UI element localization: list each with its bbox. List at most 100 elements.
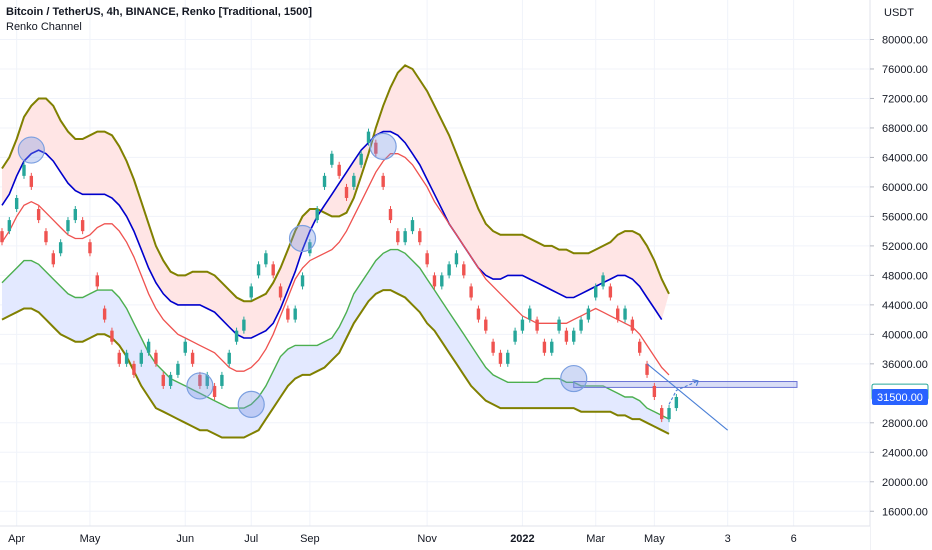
- renko-brick: [579, 319, 583, 331]
- renko-brick: [80, 220, 85, 232]
- price-tick-label: 28000.00: [882, 418, 928, 430]
- renko-brick: [102, 308, 107, 320]
- renko-brick: [124, 352, 129, 364]
- renko-brick: [7, 220, 12, 232]
- renko-brick: [227, 352, 231, 364]
- chart-legend: Bitcoin / TetherUS, 4h, BINANCE, Renko […: [6, 5, 312, 35]
- renko-brick: [586, 308, 591, 320]
- price-axis[interactable]: USDT 80000.00 76000.00 72000.00 68000.00 640…: [869, 0, 932, 550]
- time-tick-label: Apr: [8, 533, 25, 545]
- renko-brick: [557, 319, 561, 331]
- price-axis-unit: USDT: [884, 7, 914, 19]
- lower-band-fill: [2, 249, 669, 438]
- price-tick-label: 44000.00: [882, 300, 928, 312]
- renko-brick: [506, 352, 510, 364]
- time-tick-label: Mar: [586, 533, 605, 545]
- renko-brick: [594, 286, 598, 298]
- upper-band-line: [1, 64, 670, 303]
- renko-brick: [264, 253, 268, 265]
- renko-brick: [29, 175, 34, 187]
- renko-brick: [572, 330, 576, 342]
- renko-brick: [73, 209, 77, 221]
- renko-brick: [330, 153, 334, 165]
- renko-brick: [550, 341, 554, 353]
- time-tick-label: May: [644, 533, 665, 545]
- renko-brick: [14, 197, 19, 210]
- time-tick-label: Sep: [300, 533, 320, 545]
- price-tick-label: 40000.00: [882, 329, 928, 341]
- renko-brick: [352, 175, 356, 187]
- renko-brick: [469, 286, 473, 298]
- renko-brick: [0, 231, 4, 243]
- time-tick-label: 2022: [510, 533, 534, 545]
- projection-path: [668, 380, 699, 405]
- support-zone-rect: [573, 381, 798, 388]
- indicator-name[interactable]: Renko Channel: [6, 21, 82, 33]
- time-axis[interactable]: Apr May Jun Jul Sep Nov 2022 Mar May 3 6: [0, 525, 870, 550]
- time-axis-bg: [0, 526, 870, 550]
- support-zone[interactable]: [573, 381, 798, 388]
- renko-brick: [528, 308, 532, 320]
- highlight-circle: [17, 136, 45, 164]
- highlight-circle: [288, 224, 317, 253]
- renko-brick: [484, 319, 488, 331]
- renko-brick: [95, 275, 99, 287]
- renko-brick: [623, 308, 627, 320]
- renko-brick: [535, 319, 539, 331]
- renko-brick: [608, 286, 613, 298]
- renko-brick: [520, 319, 525, 331]
- renko-brick: [491, 341, 495, 353]
- renko-brick: [256, 264, 261, 276]
- time-tick-label: May: [80, 533, 101, 545]
- renko-brick: [154, 352, 158, 364]
- highlight-circle: [186, 372, 214, 400]
- renko-brick: [542, 341, 547, 353]
- renko-brick: [616, 308, 620, 320]
- price-tick-label: 52000.00: [882, 241, 928, 253]
- renko-brick: [322, 175, 327, 187]
- renko-brick: [462, 264, 466, 276]
- renko-brick: [359, 153, 363, 165]
- current-price: 31500.00: [877, 392, 923, 404]
- renko-brick: [205, 374, 209, 386]
- renko-brick: [418, 231, 422, 243]
- renko-brick: [454, 253, 459, 265]
- renko-brick: [139, 352, 143, 364]
- renko-brick: [645, 363, 649, 375]
- green-line: [1, 248, 670, 420]
- renko-brick: [403, 231, 407, 243]
- renko-brick: [271, 264, 275, 276]
- price-tick-label: 68000.00: [882, 123, 928, 135]
- price-tick-label: 60000.00: [882, 182, 928, 194]
- price-tick-label: 80000.00: [882, 34, 928, 46]
- renko-brick: [652, 385, 657, 397]
- renko-brick: [293, 308, 297, 320]
- renko-brick: [410, 220, 415, 232]
- renko-brick: [22, 164, 26, 176]
- time-tick-label: Jul: [244, 533, 258, 545]
- renko-brick: [388, 209, 393, 221]
- annotations[interactable]: [17, 132, 729, 431]
- projection-arrowhead: [692, 379, 699, 386]
- renko-brick: [168, 374, 173, 386]
- renko-brick: [337, 164, 341, 176]
- renko-brick: [425, 253, 429, 265]
- renko-brick: [308, 242, 312, 254]
- renko-brick: [132, 363, 136, 375]
- renko-brick: [117, 352, 121, 364]
- renko-brick: [146, 341, 151, 353]
- renko-brick: [630, 319, 635, 331]
- renko-brick: [660, 408, 664, 420]
- renko-brick: [315, 209, 319, 221]
- renko-brick: [498, 352, 503, 364]
- highlight-circle: [560, 364, 588, 393]
- price-tick-label: 72000.00: [882, 93, 928, 105]
- renko-brick: [212, 385, 217, 397]
- symbol-title[interactable]: Bitcoin / TetherUS, 4h, BINANCE, Renko […: [6, 6, 313, 18]
- renko-brick: [183, 341, 187, 353]
- renko-brick: [674, 397, 679, 409]
- blue-line: [1, 130, 663, 339]
- renko-brick: [44, 231, 48, 243]
- price-badges: 32168.5231500.00: [871, 383, 929, 405]
